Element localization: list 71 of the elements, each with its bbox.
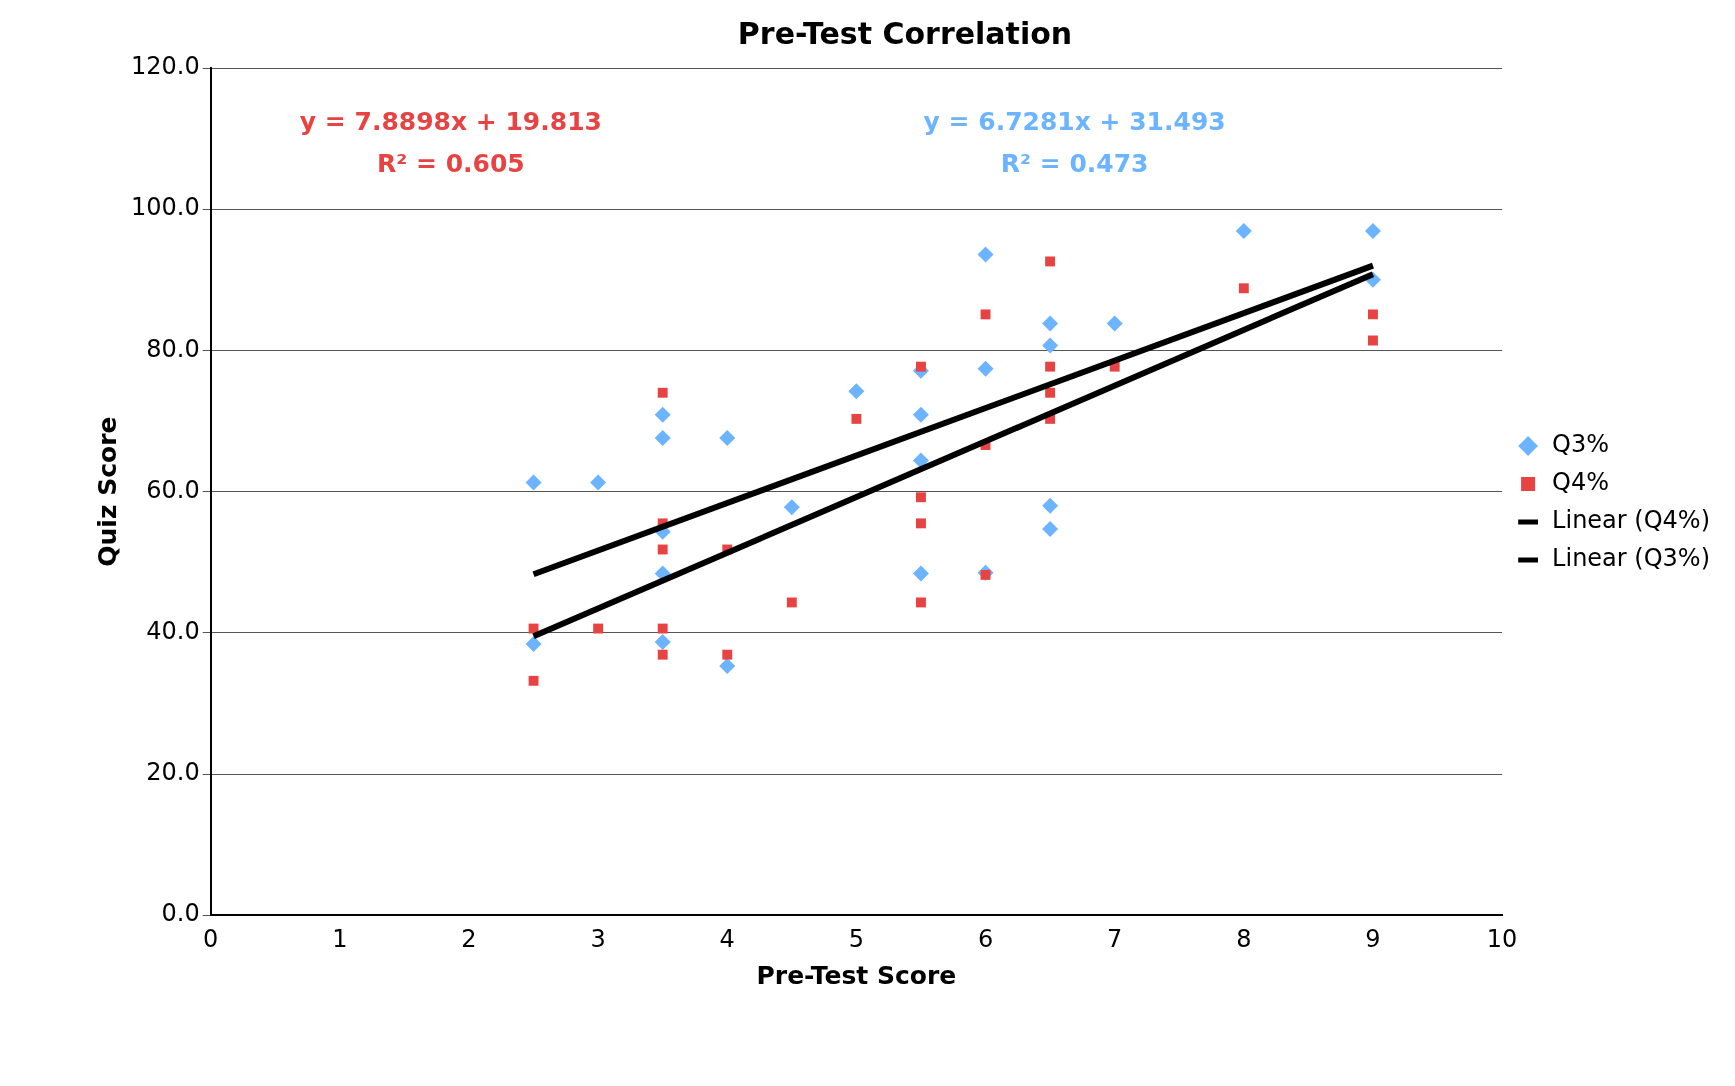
point — [590, 474, 607, 491]
annotation: R² = 0.473 — [1000, 148, 1149, 178]
point — [1364, 223, 1381, 240]
y-tick-label: 20.0 — [146, 758, 200, 787]
point — [525, 474, 542, 491]
x-tick-label: 4 — [719, 924, 735, 953]
point — [1238, 283, 1249, 294]
x-tick-label: 9 — [1365, 924, 1381, 953]
point — [719, 429, 736, 446]
point — [654, 406, 671, 423]
point — [848, 383, 865, 400]
y-tick-label: 80.0 — [146, 334, 200, 363]
x-tick-label: 10 — [1486, 924, 1518, 953]
point — [654, 633, 671, 650]
point — [912, 452, 929, 469]
point — [912, 406, 929, 423]
point — [1368, 309, 1378, 320]
y-tick-label: 60.0 — [146, 475, 200, 504]
point — [851, 413, 862, 424]
point — [977, 246, 994, 263]
y-tick-label: 100.0 — [130, 193, 200, 222]
point — [1042, 497, 1059, 514]
point — [912, 565, 929, 582]
y-axis-title: Quiz Score — [92, 416, 122, 567]
point — [593, 623, 604, 634]
x-axis-title: Pre-Test Score — [756, 960, 957, 990]
point — [657, 623, 668, 634]
legend-label: Q3% — [1552, 430, 1610, 459]
point — [980, 309, 991, 320]
legend-label: Q4% — [1552, 468, 1610, 497]
x-tick-label: 7 — [1107, 924, 1123, 953]
y-tick-label: 40.0 — [146, 617, 200, 646]
x-tick-label: 2 — [461, 924, 477, 953]
y-tick-label: 0.0 — [161, 899, 200, 928]
point — [916, 492, 926, 503]
point — [719, 657, 736, 674]
point — [786, 597, 797, 608]
point — [916, 361, 926, 372]
annotation: y = 6.7281x + 31.493 — [923, 106, 1226, 136]
annotation: R² = 0.605 — [377, 148, 525, 178]
point — [657, 387, 668, 398]
legend-label: Linear (Q3%) — [1552, 544, 1711, 573]
x-tick-label: 0 — [203, 924, 219, 953]
point — [916, 518, 926, 529]
point — [916, 597, 926, 608]
point — [1042, 315, 1059, 332]
chart-title: Pre-Test Correlation — [737, 15, 1073, 51]
point — [1045, 361, 1056, 372]
x-tick-label: 6 — [977, 924, 994, 953]
point — [1045, 387, 1056, 398]
point — [1042, 337, 1059, 354]
point — [1042, 521, 1059, 538]
x-tick-label: 3 — [590, 924, 606, 953]
legend-label: Linear (Q4%) — [1552, 506, 1711, 535]
point — [525, 636, 542, 653]
point — [657, 544, 668, 555]
point — [722, 649, 733, 660]
x-tick-label: 5 — [848, 924, 865, 953]
point — [1045, 256, 1056, 267]
point — [1106, 315, 1123, 332]
x-tick-label: 1 — [332, 924, 348, 953]
point — [1368, 335, 1378, 346]
annotation: y = 7.8898x + 19.813 — [299, 106, 602, 136]
point — [977, 360, 994, 377]
point — [528, 675, 539, 686]
point — [654, 429, 671, 446]
y-tick-label: 120.0 — [130, 52, 200, 81]
point — [657, 649, 668, 660]
point — [783, 499, 800, 516]
x-tick-label: 8 — [1236, 924, 1252, 953]
point — [1235, 223, 1252, 240]
